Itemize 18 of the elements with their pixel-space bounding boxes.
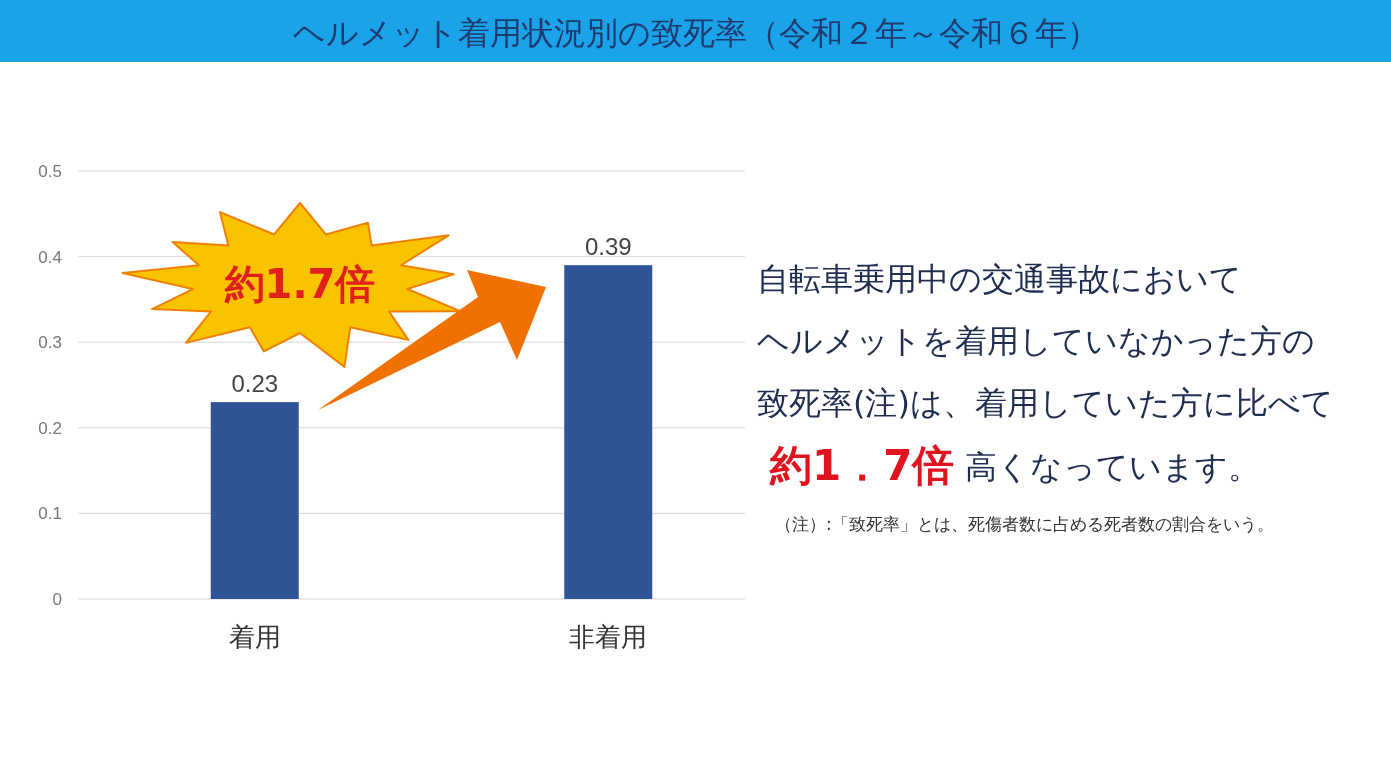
y-tick-label: 0.4: [38, 247, 62, 267]
y-tick-label: 0.1: [38, 504, 62, 524]
y-tick-label: 0.3: [38, 333, 62, 353]
y-tick-label: 0.5: [38, 162, 62, 181]
text: 致死率(注)は、着用していた方に比べて: [757, 384, 1334, 422]
y-tick-label: 0.2: [38, 418, 62, 438]
text: 自転車乗用中の交通事故において: [757, 260, 1242, 298]
annotation: 約1.7倍: [223, 261, 376, 307]
text: 高くなっています。: [965, 448, 1260, 486]
text: 約1．7倍: [769, 441, 955, 490]
y-tick-label: 0: [52, 590, 62, 609]
data-label: 0.23: [231, 370, 279, 398]
text: ヘルメットを着用していなかった方の: [757, 322, 1315, 360]
x-tick-label: 着用: [228, 622, 281, 652]
data-label: 0.39: [584, 233, 632, 261]
x-tick-label: 非着用: [569, 622, 648, 652]
text: （注）:「致死率」とは、死傷者数に占める死者数の割合をいう。: [775, 514, 1274, 534]
chart-title: ヘルメット着用状況別の致死率（令和２年～令和６年）: [292, 14, 1099, 52]
